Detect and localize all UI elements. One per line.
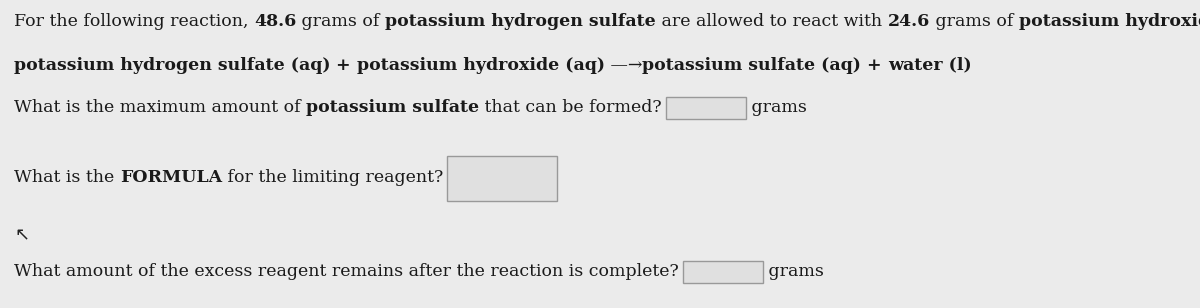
Text: What is the: What is the <box>14 169 120 187</box>
Text: +: + <box>330 56 358 74</box>
Text: 24.6: 24.6 <box>888 14 930 30</box>
Text: potassium hydroxide: potassium hydroxide <box>1019 14 1200 30</box>
Text: potassium sulfate: potassium sulfate <box>306 99 479 116</box>
Text: grams: grams <box>746 99 806 116</box>
Text: What amount of the excess reagent remains after the reaction is complete?: What amount of the excess reagent remain… <box>14 264 679 281</box>
Text: +: + <box>862 56 888 74</box>
Text: water (l): water (l) <box>888 56 972 74</box>
Text: potassium hydroxide (aq): potassium hydroxide (aq) <box>358 56 605 74</box>
Text: 48.6: 48.6 <box>254 14 296 30</box>
Text: grams: grams <box>763 264 823 281</box>
Text: For the following reaction,: For the following reaction, <box>14 14 254 30</box>
Text: potassium hydrogen sulfate: potassium hydrogen sulfate <box>385 14 656 30</box>
Text: FORMULA: FORMULA <box>120 169 222 187</box>
Text: grams of: grams of <box>296 14 385 30</box>
Text: that can be formed?: that can be formed? <box>479 99 662 116</box>
Text: —→: —→ <box>605 56 642 74</box>
Text: grams of: grams of <box>930 14 1019 30</box>
Text: potassium hydrogen sulfate (aq): potassium hydrogen sulfate (aq) <box>14 56 330 74</box>
Text: are allowed to react with: are allowed to react with <box>656 14 888 30</box>
Text: for the limiting reagent?: for the limiting reagent? <box>222 169 443 187</box>
Text: ↖: ↖ <box>14 226 29 244</box>
Text: What is the maximum amount of: What is the maximum amount of <box>14 99 306 116</box>
Text: potassium sulfate (aq): potassium sulfate (aq) <box>642 56 862 74</box>
